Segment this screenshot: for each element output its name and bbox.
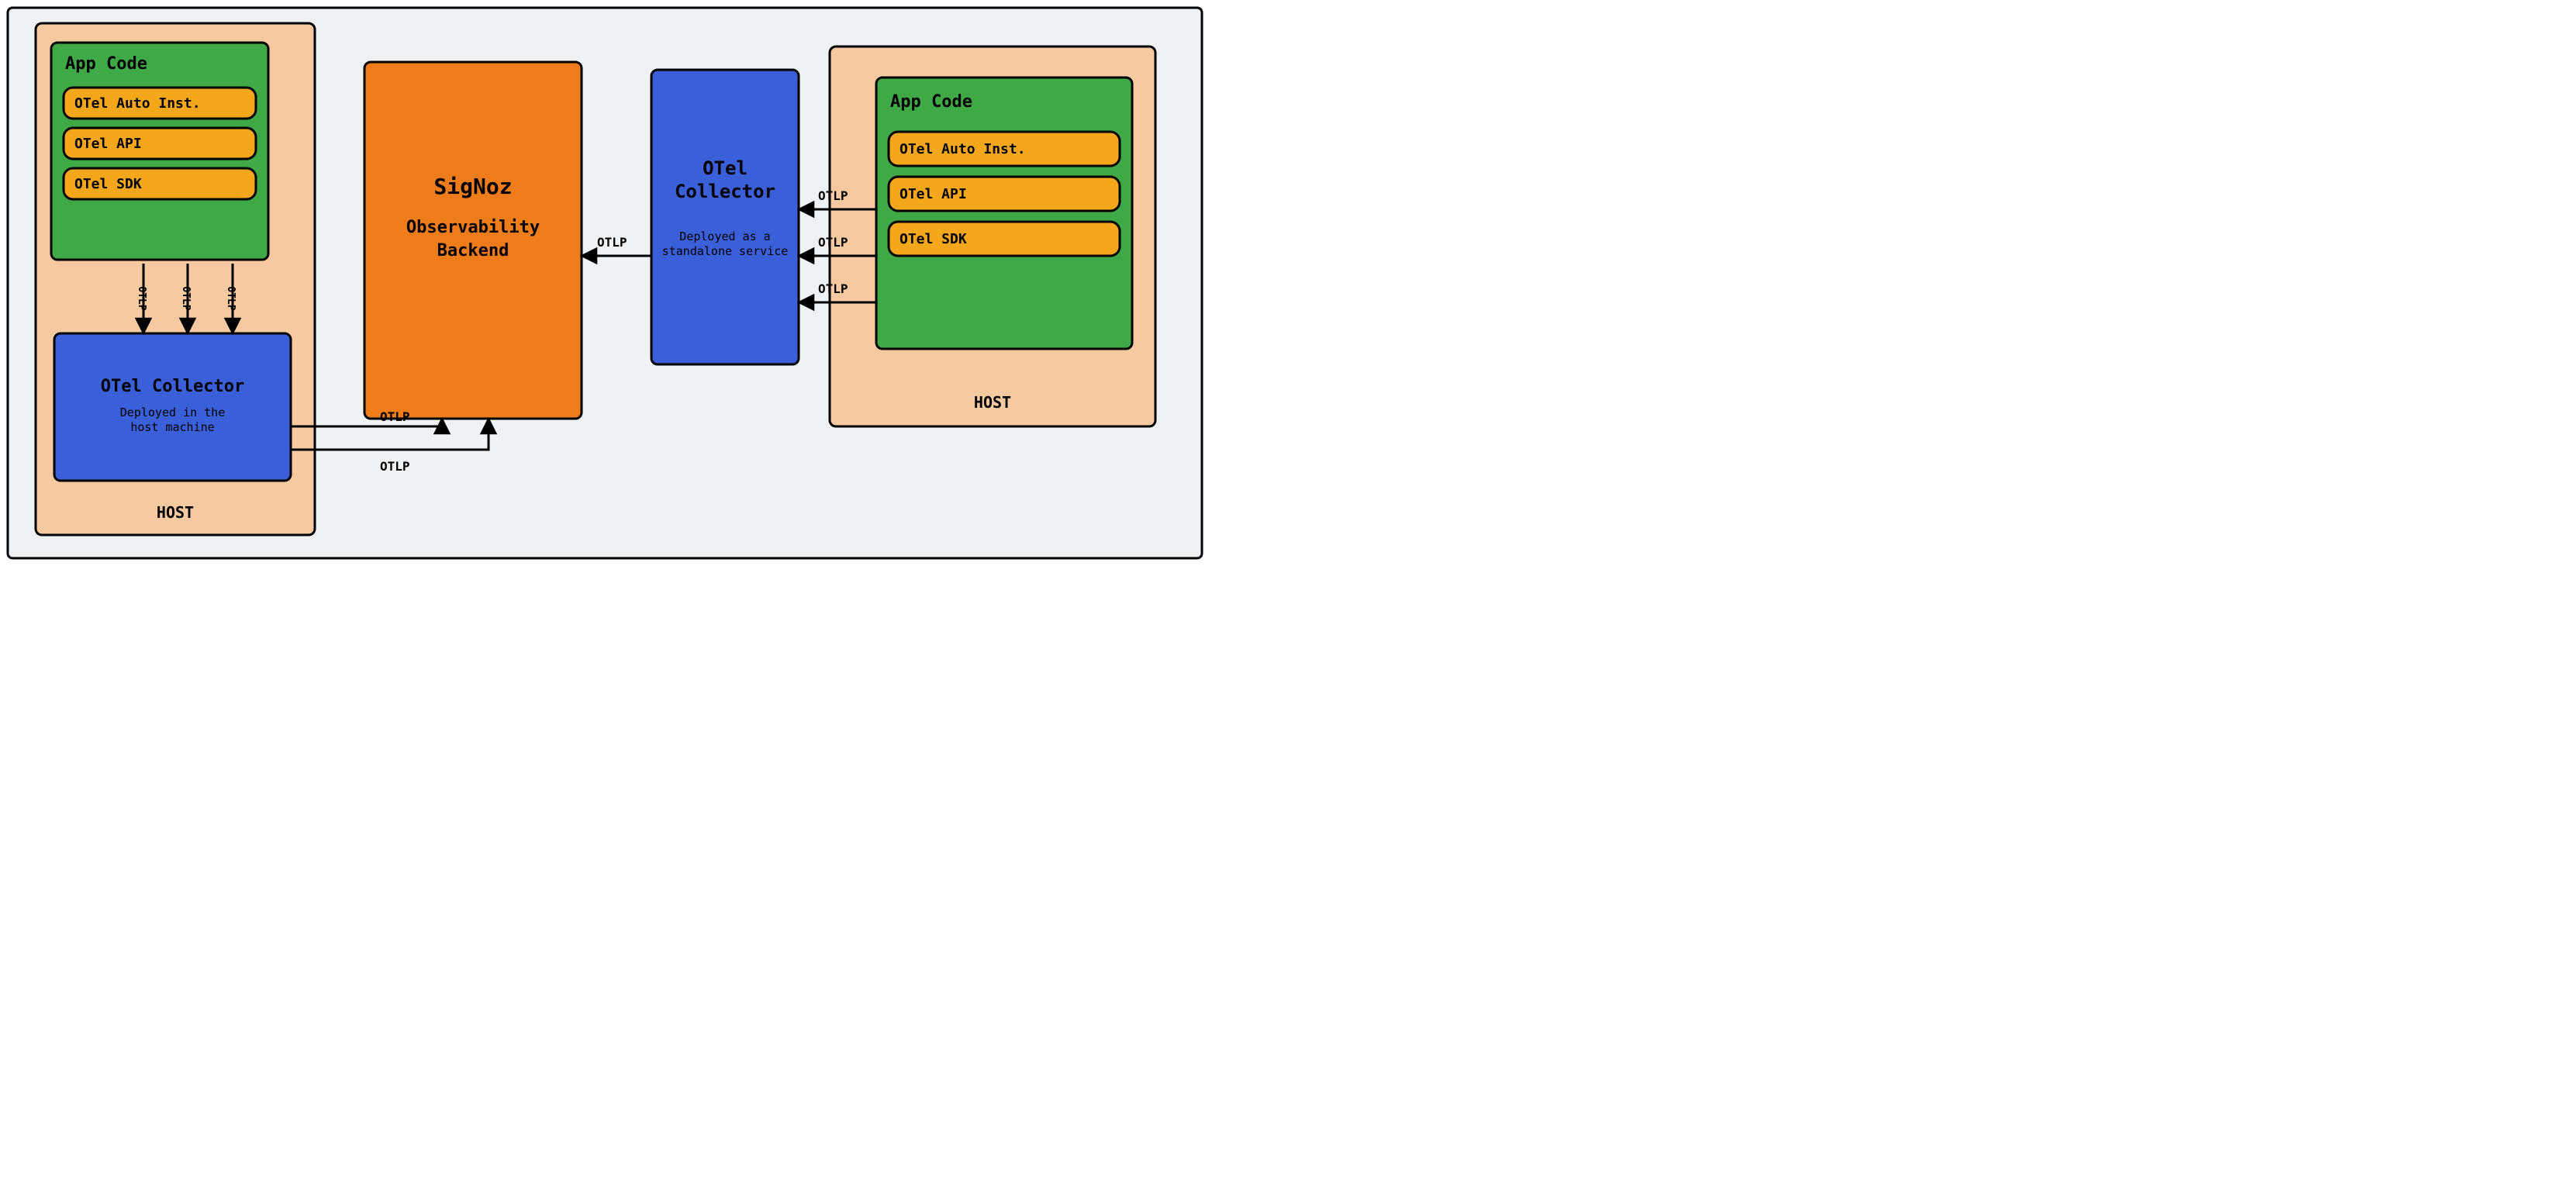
pill-label: OTel API [74, 136, 142, 152]
diagram-canvas: HOST HOST App Code OTel Auto Inst. OTel API O… [0, 0, 1210, 566]
app-code-right: App Code OTel Auto Inst. OTel API OTel SDK [876, 78, 1132, 349]
app-code-left: App Code OTel Auto Inst. OTel API OTel SDK [51, 43, 268, 260]
label: OTel [703, 157, 748, 179]
pill-label: OTel SDK [900, 231, 967, 247]
label: OTel Collector [101, 377, 244, 396]
label: Deployed in the [120, 405, 225, 419]
edge-label: OTLP [380, 409, 410, 424]
edge-label: OTLP [597, 235, 627, 250]
label: Backend [437, 241, 509, 260]
pill-label: OTel Auto Inst. [74, 95, 201, 112]
label: standalone service [662, 244, 789, 258]
label: HOST [157, 503, 194, 522]
label: SigNoz [433, 174, 512, 199]
label: Observability [406, 218, 540, 237]
pill-label: OTel Auto Inst. [900, 141, 1026, 157]
edge-label: OTLP [818, 281, 848, 296]
edge-label: OTLP [818, 235, 848, 250]
otel-collector-left: OTel Collector Deployed in thehost machin… [54, 333, 291, 481]
pill-label: OTel API [900, 186, 967, 202]
edge-label: OTLP [225, 286, 237, 310]
label: Deployed as a [679, 229, 770, 243]
label: host machine [130, 420, 214, 434]
label: HOST [974, 393, 1011, 412]
edge-label: OTLP [380, 459, 410, 474]
label: App Code [65, 54, 147, 74]
pill-label: OTel SDK [74, 176, 142, 192]
signoz-backend: SigNoz Observability Backend [364, 62, 582, 419]
edge-label: OTLP [136, 286, 147, 310]
otel-collector-standalone: OTelCollector Deployed as astandalone ser… [651, 70, 799, 364]
label: Collector [675, 181, 775, 202]
edge-label: OTLP [818, 188, 848, 203]
edge-label: OTLP [180, 286, 192, 310]
label: App Code [890, 92, 972, 112]
